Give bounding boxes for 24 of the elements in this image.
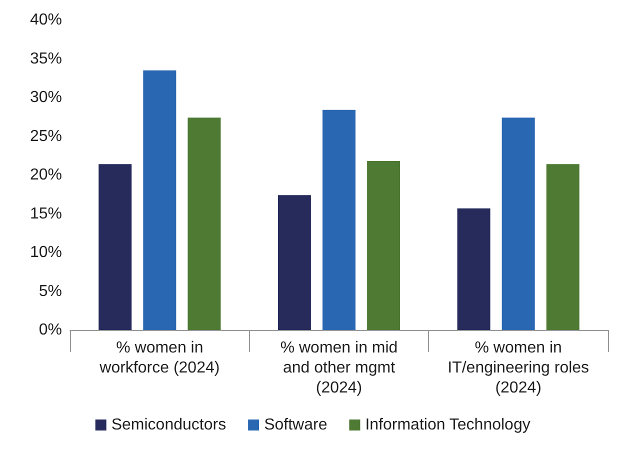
y-tick-label: 10% [30,244,62,261]
x-tick-label: % women in IT/engineering roles (2024) [448,340,590,396]
bar [546,164,580,330]
y-tick-label: 5% [38,282,62,300]
y-tick-label: 40% [30,12,62,28]
y-tick-label: 35% [30,50,62,68]
y-tick-label: 30% [30,89,62,106]
bar [457,208,490,330]
bar [322,110,356,330]
bar [143,70,176,330]
bar [502,118,535,330]
legend-label: Semiconductors [111,416,226,434]
bar [367,161,400,330]
y-tick-label: 0% [38,322,62,338]
legend-label: Software [264,416,328,434]
y-tick-label: 15% [30,205,62,222]
bar [98,164,132,330]
bar [188,118,221,330]
x-tick-label: % women in workforce (2024) [98,340,220,376]
bar [278,195,311,330]
x-tick-label: % women in mid and other mgmt (2024) [280,340,398,396]
y-tick-label: 20% [30,166,62,184]
y-tick-label: 25% [30,128,62,145]
legend-label: Information Technology [365,416,530,434]
